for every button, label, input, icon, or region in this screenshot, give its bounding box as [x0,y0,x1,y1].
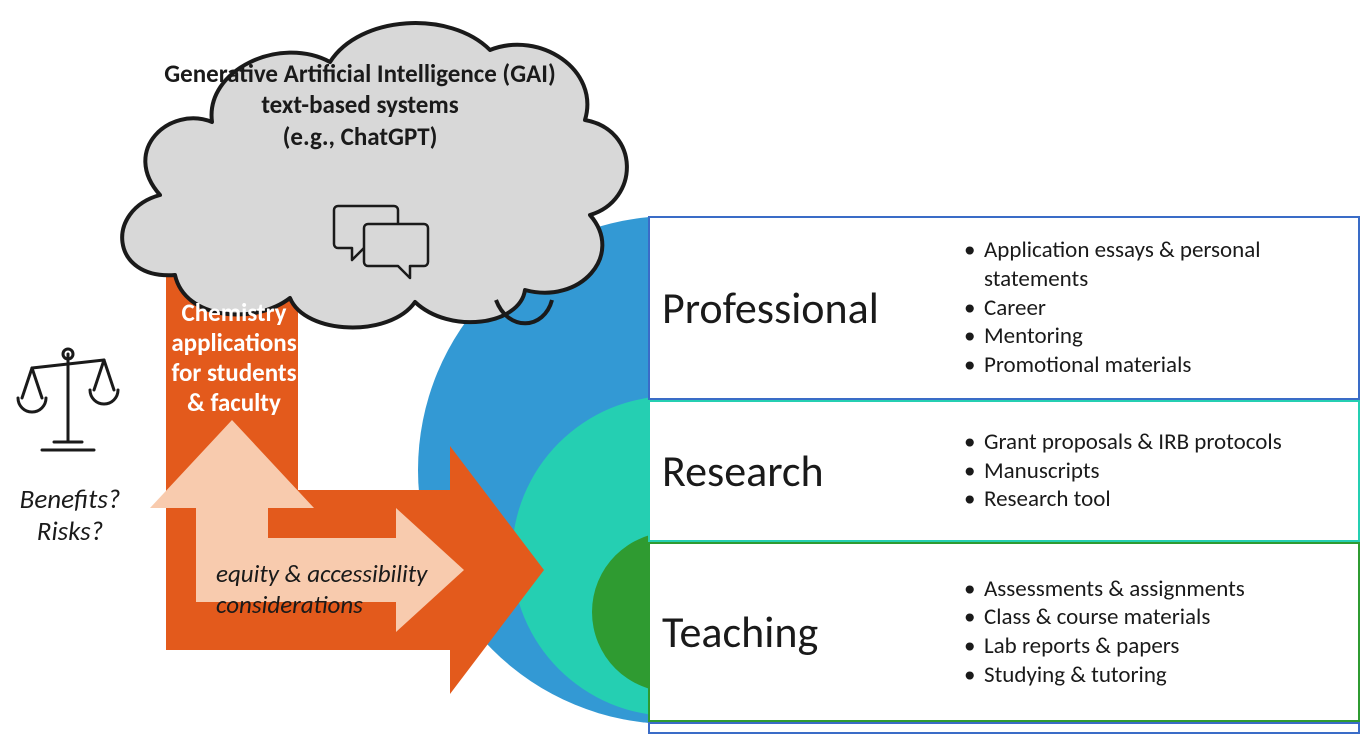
cloud-line-3: (e.g., ChatGPT) [140,121,580,152]
scale-label: Benefits? Risks? [0,484,140,549]
footer-strip [648,722,1360,734]
va-line-4: & faculty [160,388,308,418]
cloud-line-2: text-based systems [140,89,580,120]
scale-icon [14,342,122,462]
bullets-research: Grant proposals & IRB protocols Manuscri… [962,428,1358,514]
tea-b4: Studying & tutoring [962,661,1348,690]
cloud-text: Generative Artificial Intelligence (GAI)… [140,58,580,152]
label-research: Research [650,444,962,498]
tea-b1: Assessments & assignments [962,575,1348,604]
va-line-2: applications [160,328,308,358]
prof-b3: Mentoring [962,322,1348,351]
va-line-3: for students [160,358,308,388]
eq-line-2: considerations [216,589,476,620]
row-teaching: Teaching Assessments & assignments Class… [648,542,1360,722]
res-b3: Research tool [962,485,1348,514]
tea-b2: Class & course materials [962,603,1348,632]
bullets-teaching: Assessments & assignments Class & course… [962,575,1358,690]
vertical-arrow-text: Chemistry applications for students & fa… [160,298,308,418]
row-research: Research Grant proposals & IRB protocols… [648,400,1360,542]
scale-label-1: Benefits? [0,484,140,516]
prof-b1: Application essays & personal statements [962,236,1344,294]
label-professional: Professional [650,281,962,335]
va-line-1: Chemistry [160,298,308,328]
prof-b4: Promotional materials [962,351,1348,380]
bullets-professional: Application essays & personal statements… [962,236,1358,380]
prof-b2: Career [962,294,1348,323]
scale-label-2: Risks? [0,516,140,548]
res-b1: Grant proposals & IRB protocols [962,428,1348,457]
cloud-line-1: Generative Artificial Intelligence (GAI) [140,58,580,89]
res-b2: Manuscripts [962,457,1348,486]
equity-text: equity & accessibility considerations [216,558,476,621]
label-teaching: Teaching [650,605,962,659]
tea-b3: Lab reports & papers [962,632,1348,661]
eq-line-1: equity & accessibility [216,558,476,589]
row-professional: Professional Application essays & person… [648,216,1360,400]
